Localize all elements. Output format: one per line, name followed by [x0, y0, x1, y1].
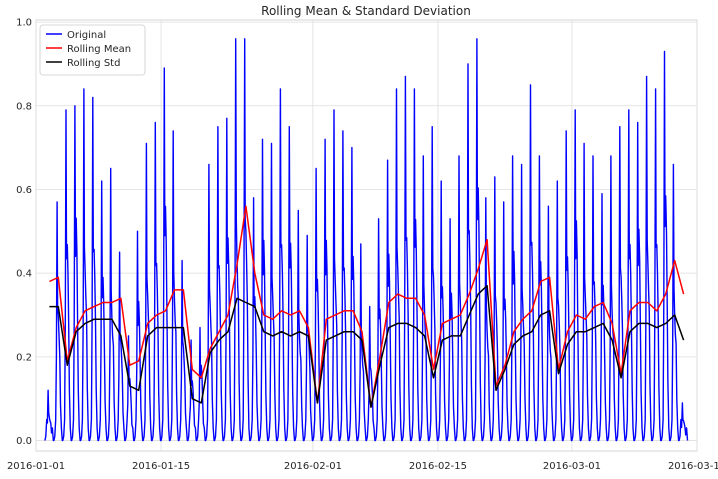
grid-lines	[35, 20, 698, 451]
y-tick-label: 0.2	[16, 352, 32, 363]
x-axis-tick-labels: 2016-01-01 2016-01-15 2016-02-01 2016-02-15…	[7, 461, 718, 472]
x-tick-label: 2016-03-15	[668, 461, 718, 472]
y-tick-label: 1.0	[16, 18, 32, 29]
legend-box	[39, 24, 146, 76]
legend-label-original: Original	[67, 30, 106, 41]
x-tick-label: 2016-02-15	[409, 461, 467, 472]
series-line-original	[44, 38, 689, 442]
series-layer	[44, 38, 689, 442]
legend-label-rolling-mean: Rolling Mean	[67, 44, 131, 55]
y-axis-tick-labels: 0.0 0.2 0.4 0.6 0.8 1.0	[16, 18, 32, 447]
legend-label-rolling-std: Rolling Std	[67, 58, 120, 69]
plot-area	[35, 19, 698, 452]
x-tick-label: 2016-02-01	[284, 461, 342, 472]
x-tick-label: 2016-01-15	[132, 461, 190, 472]
y-tick-label: 0.4	[16, 269, 32, 280]
chart-title: Rolling Mean & Standard Deviation	[261, 4, 471, 18]
x-tick-label: 2016-01-01	[7, 461, 65, 472]
y-tick-label: 0.8	[16, 101, 32, 112]
series-line-rolling-std	[49, 284, 685, 408]
y-tick-label: 0.6	[16, 185, 32, 196]
x-tick-label: 2016-03-01	[543, 461, 601, 472]
y-tick-label: 0.0	[16, 436, 32, 447]
legend: Original Rolling Mean Rolling Std	[39, 24, 146, 76]
